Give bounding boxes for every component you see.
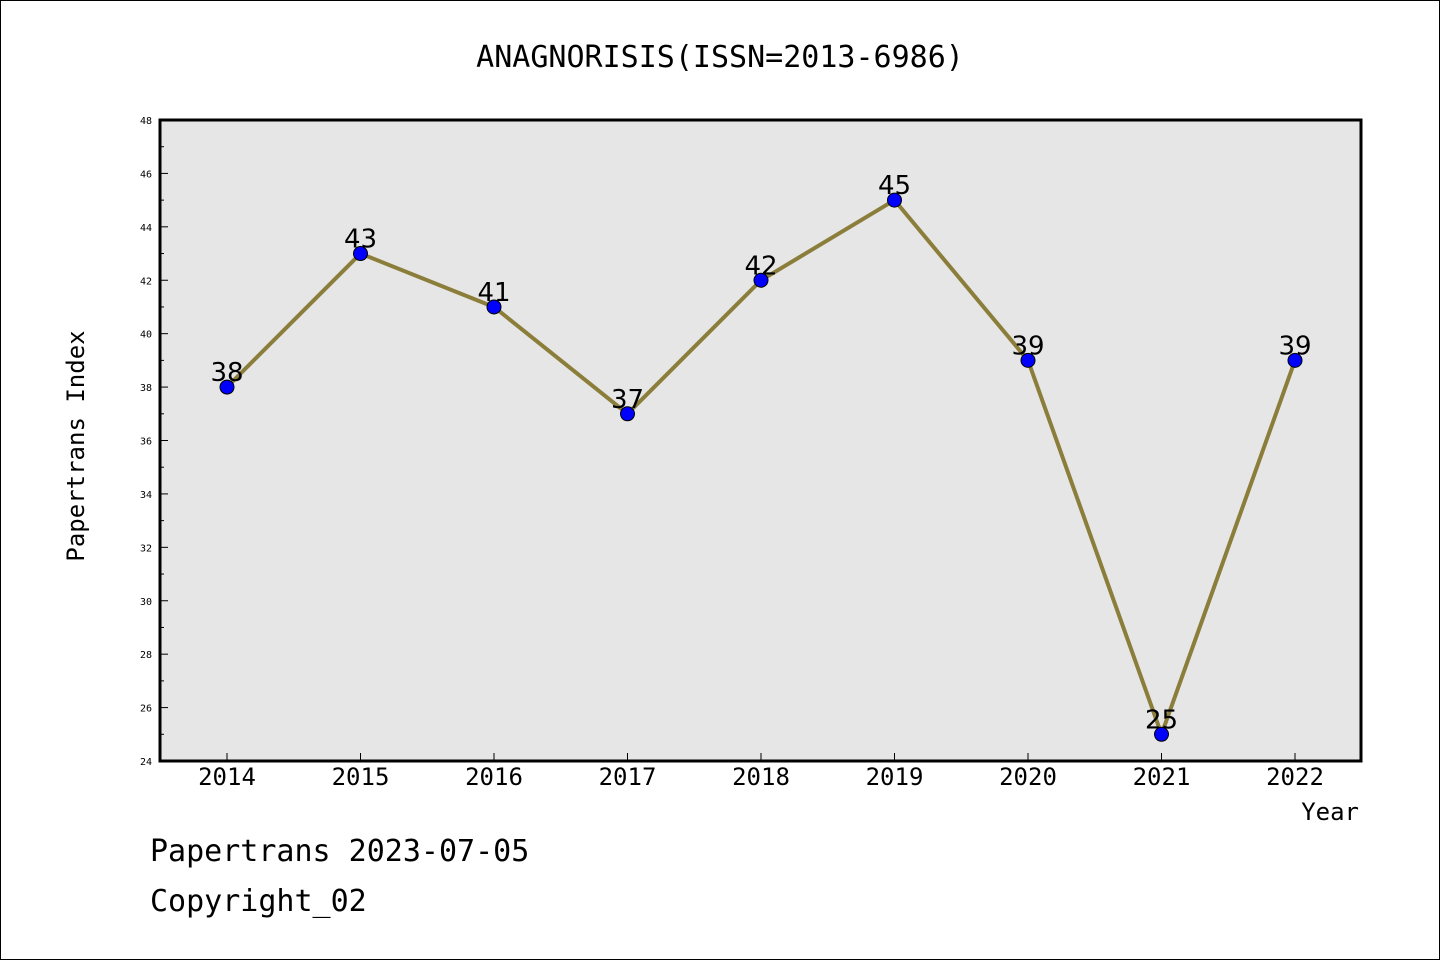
x-axis-label: Year: [1301, 798, 1359, 826]
data-label: 38: [210, 358, 243, 388]
data-point: [353, 246, 368, 262]
y-tick-label: 28: [140, 650, 152, 661]
y-tick-label: 32: [140, 543, 152, 554]
data-point: [219, 379, 235, 395]
data-label: 25: [1145, 705, 1178, 735]
y-tick-label: 34: [140, 490, 152, 501]
x-tick-label: 2014: [198, 763, 256, 791]
data-labels-group: 38 43 41 37 42 45 39 25 39: [210, 171, 1311, 735]
y-tick-label: 48: [140, 116, 152, 127]
y-tick-label: 38: [140, 383, 152, 394]
data-point: [1154, 726, 1169, 742]
y-tick-label: 30: [140, 597, 152, 608]
x-tick-label: 2015: [332, 763, 390, 791]
y-tick-label: 46: [140, 169, 152, 180]
footer-copyright-text: Copyright_02: [150, 884, 367, 919]
x-tick-label: 2016: [465, 763, 523, 791]
x-tick-label: 2022: [1266, 763, 1324, 791]
y-tick-label: 42: [140, 276, 152, 287]
y-tick-label: 40: [140, 330, 152, 341]
footer-date-text: Papertrans 2023-07-05: [150, 834, 530, 869]
x-tick-label: 2017: [599, 763, 657, 791]
chart-title: ANAGNORISIS(ISSN=2013-6986): [476, 40, 964, 75]
data-point: [1020, 352, 1036, 368]
data-point: [620, 406, 635, 422]
x-axis-ticks: 2014 2015 2016 2017 2018 2019 2020 2021 2022: [198, 753, 1324, 791]
data-point: [753, 272, 769, 288]
x-tick-label: 2019: [866, 763, 924, 791]
data-point: [486, 299, 502, 315]
y-tick-label: 44: [140, 223, 152, 234]
data-label: 45: [878, 171, 911, 201]
y-axis-label: Papertrans Index: [62, 330, 90, 561]
data-label: 37: [611, 385, 644, 415]
data-label: 39: [1011, 331, 1044, 361]
x-tick-label: 2020: [999, 763, 1057, 791]
data-label: 39: [1278, 331, 1311, 361]
x-tick-label: 2021: [1133, 763, 1191, 791]
data-label: 41: [477, 278, 510, 308]
y-tick-label: 36: [140, 437, 152, 448]
plot-area: [158, 118, 1363, 763]
y-tick-label: 26: [140, 704, 152, 715]
data-label: 43: [344, 225, 377, 255]
data-point: [1287, 352, 1303, 368]
data-label: 42: [744, 251, 777, 281]
y-tick-label: 24: [140, 757, 152, 768]
data-point: [887, 192, 902, 208]
x-tick-label: 2018: [732, 763, 790, 791]
y-axis-ticks: 24 26 28 30 32 34 36 38 40 42 44 46 48: [140, 116, 168, 768]
series-group: [219, 192, 1303, 742]
